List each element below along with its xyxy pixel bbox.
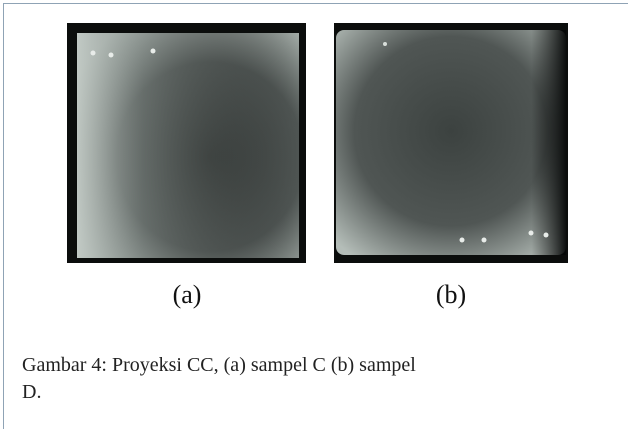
panel-label: (a) [172, 280, 202, 309]
panel-label: (b) [435, 280, 467, 309]
caption: Gambar 4: Proyeksi CC, (a) sampel C (b) … [22, 354, 416, 403]
frame [3, 3, 628, 429]
image-b [334, 23, 568, 263]
image-a [67, 23, 306, 263]
